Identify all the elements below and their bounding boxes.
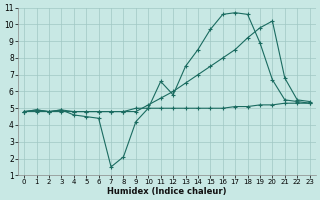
X-axis label: Humidex (Indice chaleur): Humidex (Indice chaleur)	[107, 187, 227, 196]
